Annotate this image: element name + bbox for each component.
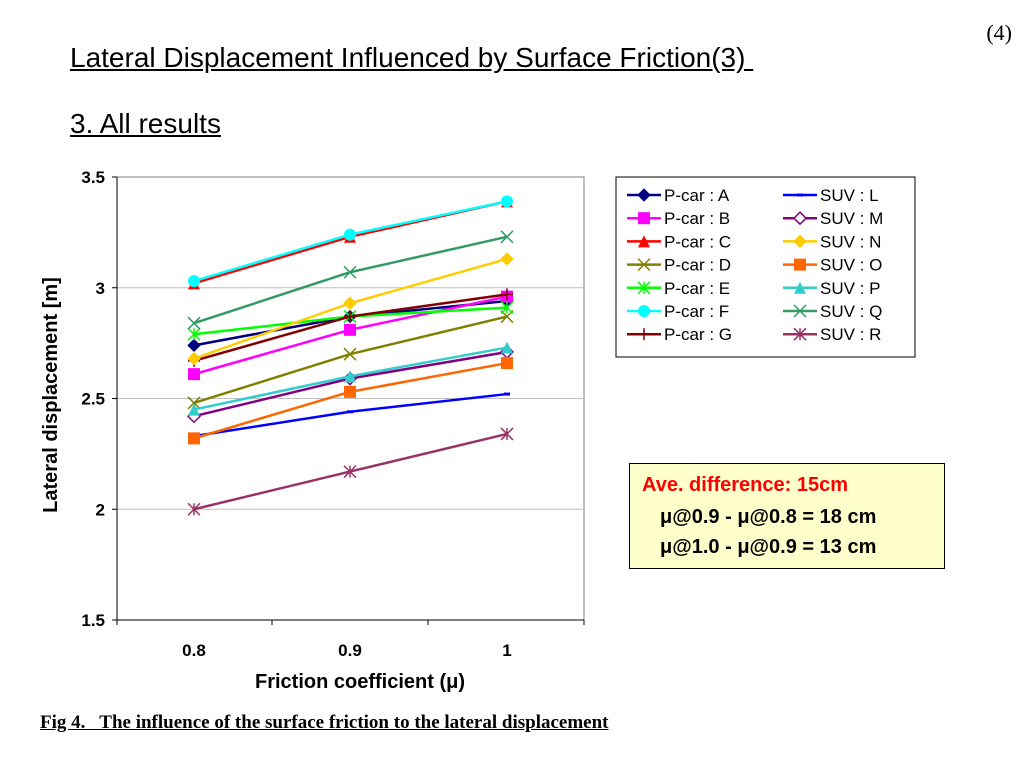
data-point [501, 195, 513, 208]
note-line-2: μ@1.0 - μ@0.9 = 13 cm [660, 536, 877, 558]
legend-item: P-car : A [627, 186, 730, 205]
axes: 1.5 2 2.5 3 3.5 0.8 0.9 1 [81, 168, 585, 660]
legend-label: P-car : D [664, 256, 731, 275]
data-point [187, 338, 201, 353]
x-tick-label: 0.9 [338, 641, 362, 660]
data-point [501, 341, 513, 354]
legend-marker [638, 212, 650, 225]
y-axis-title: Lateral displacement [m] [40, 277, 62, 513]
legend-item: P-car : D [627, 256, 731, 275]
series-p-car-f [188, 195, 513, 288]
legend-label: SUV : O [820, 256, 882, 275]
data-point [500, 301, 514, 315]
legend-label: SUV : L [820, 186, 879, 205]
data-point [501, 288, 513, 301]
series-suv-o [188, 357, 513, 445]
data-point [500, 252, 514, 266]
legend-label: SUV : M [820, 209, 883, 228]
legend-item: P-car : F [627, 302, 729, 321]
note-heading: Ave. difference: 15cm [642, 474, 849, 496]
x-tick-label: 1 [502, 641, 511, 660]
legend-item: SUV : R [783, 325, 881, 344]
legend-item: SUV : L [783, 186, 879, 205]
legend-marker [792, 211, 808, 226]
y-tick-label: 2 [96, 500, 105, 519]
legend-marker [638, 305, 650, 317]
series-suv-r [187, 427, 514, 516]
page-number: (4) [986, 20, 1012, 45]
data-point [344, 370, 356, 383]
legend-marker [794, 258, 806, 271]
legend-label: P-car : E [664, 279, 730, 298]
data-point [187, 502, 201, 516]
legend-label: SUV : N [820, 232, 881, 251]
legend-item: SUV : N [783, 232, 881, 251]
data-point [188, 275, 200, 288]
data-point [343, 265, 357, 279]
legend-label: SUV : Q [820, 302, 882, 321]
data-point [188, 403, 200, 416]
legend-marker [794, 281, 806, 294]
legend-item: SUV : P [783, 279, 880, 298]
data-point [500, 427, 514, 441]
legend-marker [793, 304, 807, 318]
legend-marker [637, 281, 651, 295]
legend-item: P-car : B [627, 209, 730, 228]
legend-label: SUV : P [820, 279, 880, 298]
series-p-car-d [187, 310, 514, 410]
data-point [187, 351, 201, 366]
legend-marker [637, 258, 651, 272]
legend-item: P-car : E [627, 279, 730, 298]
data-point [344, 228, 356, 241]
series-layer [186, 195, 515, 516]
figure-caption: Fig 4. The influence of the surface fric… [40, 712, 609, 733]
legend-label: P-car : A [664, 186, 730, 205]
data-point [343, 465, 357, 479]
legend-marker [793, 234, 807, 249]
y-tick-label: 2.5 [81, 390, 105, 409]
slide-title: Lateral Displacement Influenced by Surfa… [70, 42, 754, 73]
legend-marker [793, 327, 807, 341]
x-tick-label: 0.8 [182, 641, 206, 660]
data-point [343, 296, 357, 310]
legend-item: SUV : M [783, 209, 883, 228]
legend-marker [637, 188, 651, 202]
slide-subtitle: 3. All results [70, 108, 221, 139]
note-line-1: μ@0.9 - μ@0.8 = 18 cm [660, 506, 877, 528]
legend-box [615, 176, 916, 358]
data-point [188, 368, 200, 381]
legend-marker [638, 235, 650, 248]
data-point [500, 230, 514, 244]
legend-item: P-car : C [627, 232, 731, 251]
data-point [187, 396, 201, 410]
series-suv-n [187, 252, 514, 366]
legend-item: SUV : Q [783, 302, 882, 321]
legend-label: SUV : R [820, 325, 881, 344]
series-suv-q [187, 230, 514, 330]
legend-item: P-car : G [627, 325, 732, 344]
data-point [187, 316, 201, 330]
y-tick-label: 3.5 [81, 168, 105, 187]
legend-label: P-car : C [664, 232, 731, 251]
legend-label: P-car : G [664, 325, 732, 344]
average-difference-note: Ave. difference: 15cm μ@0.9 - μ@0.8 = 18… [629, 463, 945, 569]
legend-item: SUV : O [783, 256, 882, 275]
y-tick-label: 3 [96, 279, 105, 298]
legend-label: P-car : B [664, 209, 730, 228]
data-point [187, 327, 201, 341]
series-suv-p [188, 341, 513, 416]
data-point [343, 347, 357, 361]
data-point [501, 357, 513, 370]
legend-marker [638, 328, 650, 341]
data-point [344, 310, 356, 323]
x-axis-title: Friction coefficient (μ) [255, 671, 465, 693]
data-point [344, 385, 356, 398]
y-tick-label: 1.5 [81, 611, 105, 630]
data-point [344, 323, 356, 336]
legend-label: P-car : F [664, 302, 729, 321]
legend: P-car : A P-car : B P-car : C P-car : D P-ca… [615, 176, 916, 358]
data-point [188, 432, 200, 445]
